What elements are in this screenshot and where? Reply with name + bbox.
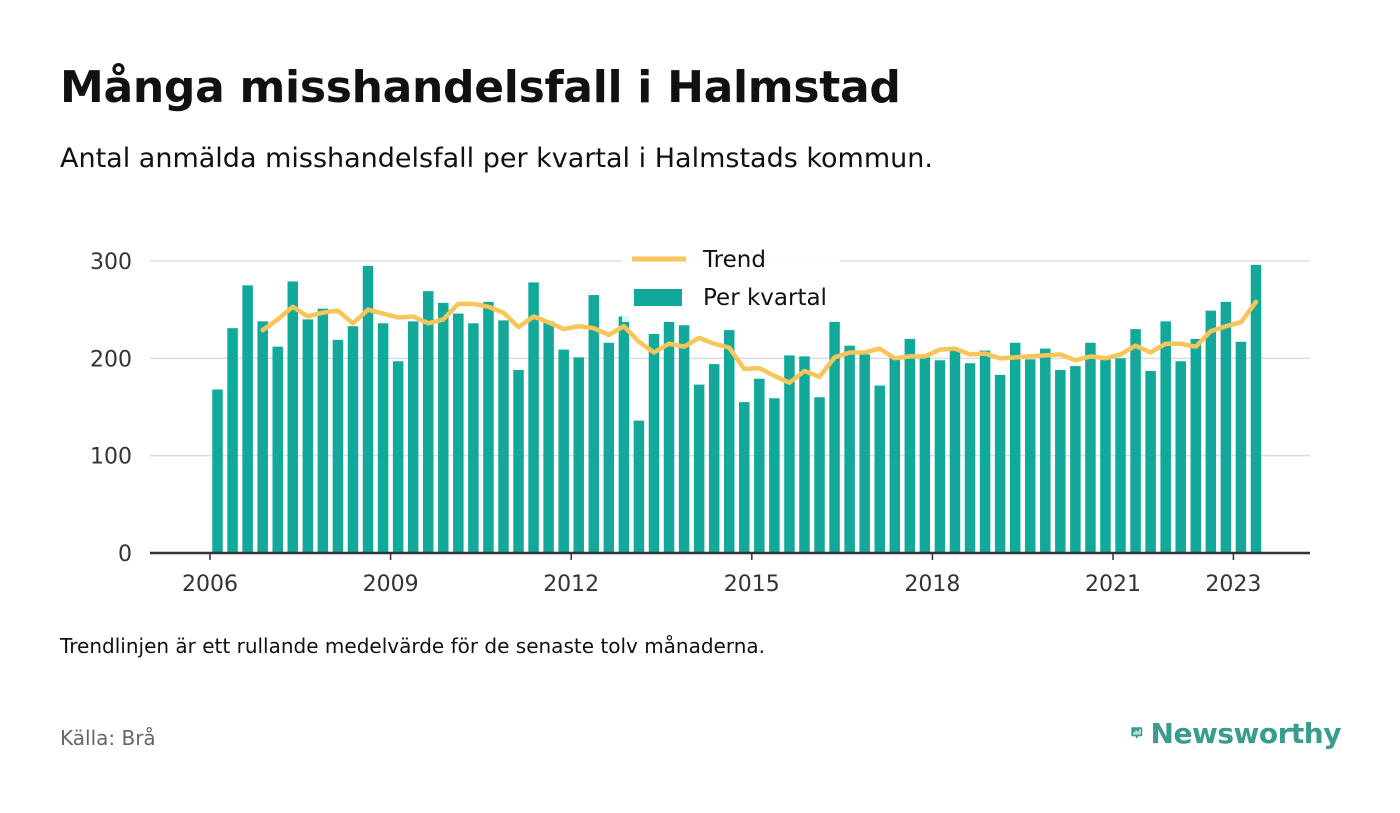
trend-line	[260, 299, 1259, 385]
bar	[1070, 366, 1081, 553]
bar	[392, 361, 404, 553]
bar	[814, 397, 825, 553]
bar	[1205, 310, 1217, 553]
bar	[513, 370, 524, 553]
bar	[573, 357, 584, 553]
bar	[287, 281, 299, 553]
bar	[994, 374, 1006, 553]
bar	[272, 346, 283, 553]
x-tick-label: 2009	[363, 572, 419, 597]
bar	[904, 338, 916, 553]
bar	[302, 319, 314, 553]
x-axis-ticks: 2006 2009 2012 2015 2018 2021 2023	[182, 553, 1261, 597]
y-tick-label: 200	[90, 347, 132, 372]
bar	[739, 402, 750, 553]
bar	[799, 356, 810, 553]
bar	[784, 355, 795, 553]
legend-trend-label: Trend	[702, 247, 766, 273]
bar	[919, 357, 931, 553]
bar	[227, 328, 238, 553]
bar	[543, 321, 554, 553]
chart-subtitle: Antal anmälda misshandelsfall per kvarta…	[60, 143, 933, 174]
bar	[859, 354, 870, 553]
bar	[362, 265, 374, 553]
bar	[1190, 338, 1202, 553]
brand-name: Newsworthy	[1150, 716, 1342, 750]
x-tick-label: 2021	[1085, 572, 1141, 597]
bar	[1115, 358, 1126, 553]
bar	[377, 323, 389, 553]
bar	[588, 295, 600, 553]
x-tick-label: 2015	[724, 572, 780, 597]
bar	[407, 321, 419, 553]
x-tick-label: 2006	[182, 572, 238, 597]
bar	[829, 321, 840, 553]
source-note: Källa: Brå	[60, 726, 156, 750]
bar	[1085, 342, 1096, 553]
bar	[438, 302, 449, 553]
bar	[1220, 301, 1232, 553]
bar	[242, 285, 253, 553]
bar	[1009, 342, 1021, 553]
bar	[754, 378, 765, 553]
bar	[949, 350, 961, 553]
y-axis-ticks: 0 100 200 300	[90, 250, 132, 567]
bar	[1175, 361, 1186, 553]
bar	[1024, 359, 1036, 553]
x-tick-label: 2012	[543, 572, 599, 597]
x-tick-label: 2023	[1205, 572, 1261, 597]
bar	[468, 323, 479, 553]
bar	[1130, 329, 1141, 553]
bar	[979, 350, 991, 553]
bar	[708, 364, 720, 553]
legend-background	[622, 240, 840, 322]
legend-bar-label: Per kvartal	[703, 285, 827, 311]
bar	[663, 321, 675, 553]
bar	[1040, 348, 1051, 553]
bar	[874, 385, 885, 553]
bar	[1235, 341, 1247, 553]
y-tick-label: 100	[90, 445, 132, 470]
bar	[964, 363, 976, 553]
bars	[212, 264, 1262, 553]
y-tick-label: 300	[90, 250, 132, 275]
bar	[453, 313, 464, 553]
bar-chart-speech-bubble-icon	[1131, 727, 1143, 739]
bar	[648, 334, 660, 553]
bar	[483, 301, 494, 553]
bar	[422, 291, 434, 553]
bar	[889, 357, 901, 553]
bar	[769, 398, 780, 553]
bar	[723, 330, 735, 553]
chart-title: Många misshandelsfall i Halmstad	[60, 62, 901, 113]
bar	[1055, 370, 1066, 553]
bar	[693, 384, 705, 553]
legend-bar-swatch	[634, 289, 682, 306]
bar	[633, 420, 645, 553]
bar	[603, 342, 615, 553]
x-tick-label: 2018	[904, 572, 960, 597]
bar	[212, 389, 223, 553]
y-tick-label: 0	[118, 542, 132, 567]
bar	[1100, 358, 1111, 553]
bar	[934, 360, 946, 553]
trend-line-group	[260, 299, 1259, 385]
legend: Trend Per kvartal	[622, 240, 840, 322]
bar	[347, 326, 359, 553]
bar	[618, 316, 630, 553]
bar	[257, 321, 268, 553]
bar	[498, 320, 509, 553]
bar	[1145, 370, 1156, 553]
bar	[558, 349, 569, 553]
bar	[332, 339, 344, 553]
bar	[1250, 264, 1262, 553]
bar	[317, 308, 329, 553]
bar	[528, 282, 539, 553]
bar	[678, 325, 690, 553]
bar	[844, 345, 855, 553]
newsworthy-logo[interactable]: Newsworthy	[1131, 711, 1342, 755]
bar	[1160, 321, 1171, 553]
footnote: Trendlinjen är ett rullande medelvärde f…	[60, 634, 766, 658]
